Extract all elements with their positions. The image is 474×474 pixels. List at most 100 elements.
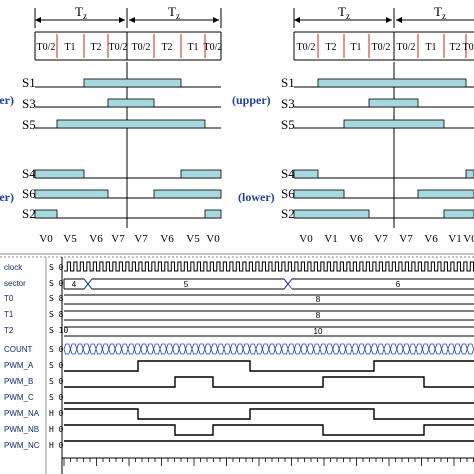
signal-value-t0: S 8: [49, 294, 64, 303]
count-bus-segment: [300, 343, 308, 355]
right-vector-5: V7: [399, 233, 413, 245]
count-bus-segment: [217, 343, 225, 355]
svg-text:Tz: Tz: [338, 4, 350, 21]
count-bus-segment: [396, 343, 404, 355]
sector-value-2: 5: [184, 280, 189, 289]
left-vector-8: V0: [206, 233, 220, 245]
right-row-s1: S1: [281, 75, 295, 90]
right-interval-7: T2: [449, 42, 460, 53]
right-interval-1: T0/2: [297, 42, 316, 53]
pwm-a-waveform: [64, 360, 474, 372]
count-bus-segment: [204, 343, 212, 355]
count-bus-segment: [345, 343, 353, 355]
count-bus-segment: [89, 343, 97, 355]
right-period-label: T: [338, 4, 346, 19]
t2-value: 10: [314, 327, 323, 336]
signal-value-count: S 0: [49, 345, 64, 354]
left-timing-diagram: Tz Tz T0/2 T1 T2 T0/2 T0/2 T2 T1 T0/2 (u…: [0, 4, 222, 245]
count-bus-segment: [249, 343, 257, 355]
left-interval-5: T0/2: [132, 42, 151, 53]
signal-name-pwm-nc: PWM_NC: [4, 441, 40, 450]
count-bus-segment: [466, 343, 474, 355]
signal-name-clock: clock: [4, 263, 23, 272]
sector-bus: 4 5 6: [63, 278, 474, 290]
count-bus-segment: [274, 343, 283, 355]
right-vector-8: V0: [463, 233, 474, 245]
left-interval-3: T2: [90, 42, 101, 53]
left-period-label: T: [75, 4, 83, 19]
left-period-sub-2: z: [176, 11, 180, 21]
t1-bus: 8: [64, 310, 474, 321]
signal-name-sector: sector: [4, 279, 26, 288]
left-upper-label: (upper): [0, 93, 14, 107]
left-period-sub: z: [83, 11, 87, 21]
count-bus-segment: [153, 343, 161, 355]
clock-waveform: [64, 261, 474, 272]
signal-name-t2: T2: [4, 326, 14, 335]
count-bus-segment: [351, 343, 359, 355]
right-row-s3: S3: [281, 96, 295, 111]
right-upper-label: (upper): [232, 93, 271, 107]
count-bus-segment: [114, 343, 123, 355]
pwm-b-waveform: [64, 376, 474, 388]
count-bus-segment: [389, 343, 398, 355]
count-bus-segment: [338, 343, 347, 355]
count-bus-segment: [95, 343, 103, 355]
left-vector-6: V6: [160, 233, 174, 245]
count-bus-segment: [421, 343, 430, 355]
count-bus-segment: [261, 343, 270, 355]
right-lower-label: (lower): [238, 190, 275, 204]
count-bus-segment: [377, 343, 385, 355]
right-period-sub: z: [346, 11, 350, 21]
svg-text:Tz: Tz: [434, 4, 446, 21]
signal-name-pwm-b: PWM_B: [4, 377, 33, 386]
count-bus-segment: [197, 343, 206, 355]
count-bus-segment: [255, 343, 263, 355]
right-row-s4: S4: [281, 166, 295, 181]
count-bus-segment: [332, 343, 340, 355]
left-interval-2: T1: [64, 42, 75, 53]
count-bus-segment: [108, 343, 116, 355]
right-vector-2: V1: [324, 233, 337, 245]
count-bus-segment: [415, 343, 423, 355]
count-bus-segment: [185, 343, 193, 355]
t0-value: 8: [316, 295, 321, 304]
count-bus-segment: [236, 343, 244, 355]
count-bus-segment: [69, 343, 78, 355]
count-bus-segment: [447, 343, 455, 355]
left-vector-7: V5: [186, 233, 200, 245]
signal-value-t1: S 8: [49, 310, 64, 319]
count-bus-segment: [383, 343, 391, 355]
right-vector-3: V6: [349, 233, 363, 245]
left-row-s1: S1: [22, 75, 36, 90]
count-bus-segment: [370, 343, 379, 355]
count-bus-segment: [76, 343, 84, 355]
count-bus-segment: [223, 343, 231, 355]
signal-value-pwm-nb: H 0: [49, 425, 64, 434]
right-vector-6: V6: [424, 233, 438, 245]
count-bus-segment: [178, 343, 187, 355]
count-bus-segment: [281, 343, 289, 355]
signal-value-pwm-na: H 0: [49, 409, 64, 418]
left-interval-8: T0/2: [204, 42, 223, 53]
count-bus-segment: [313, 343, 321, 355]
count-bus-segment: [357, 343, 366, 355]
count-bus-segment: [428, 343, 436, 355]
sector-value-1: 4: [72, 280, 77, 289]
right-interval-2: T2: [325, 42, 336, 53]
svg-text:Tz: Tz: [75, 4, 87, 21]
signal-value-pwm-nc: H 0: [49, 441, 64, 450]
signal-name-pwm-a: PWM_A: [4, 361, 34, 370]
count-bus-segment: [146, 343, 155, 355]
signal-name-t0: T0: [4, 294, 14, 303]
signal-value-clock: S 0: [49, 263, 64, 272]
signal-value-t2: S 10: [49, 326, 68, 335]
count-bus-segment: [159, 343, 167, 355]
left-vector-1: V0: [39, 233, 53, 245]
count-bus-segment: [63, 343, 71, 355]
signal-value-pwm-c: S 0: [49, 393, 64, 402]
left-vector-5: V7: [134, 233, 148, 245]
count-bus-segment: [82, 343, 91, 355]
t2-bus: 10: [64, 326, 474, 337]
